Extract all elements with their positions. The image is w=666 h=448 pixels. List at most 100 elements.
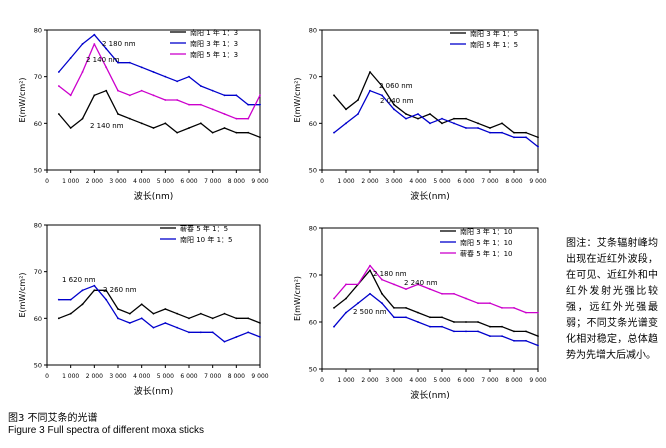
series-line: [58, 34, 260, 106]
legend-label: 南阳 3 年 1：5: [470, 29, 518, 38]
data-point: [81, 71, 84, 73]
x-tick-label: 9 000: [251, 178, 268, 185]
data-point: [453, 122, 455, 125]
y-tick-label: 70: [309, 73, 317, 81]
data-point: [140, 66, 143, 69]
data-point: [93, 284, 96, 287]
data-point: [525, 339, 527, 342]
data-point: [69, 127, 72, 129]
data-point: [537, 145, 539, 148]
series-line: [58, 90, 261, 138]
x-tick-label: 8 000: [505, 377, 522, 384]
data-point: [489, 335, 491, 337]
data-point: [333, 131, 335, 134]
data-point: [69, 94, 72, 97]
data-point: [405, 117, 407, 120]
y-axis-label: E(mW/cm²): [18, 77, 27, 122]
figure-caption-en: Figure 3 Full spectra of different moxa …: [8, 425, 205, 436]
x-tick-label: 4 000: [409, 377, 426, 384]
legend-label: 蕲春 5 年 1：10: [460, 249, 513, 258]
data-point: [369, 269, 371, 272]
data-point: [333, 325, 335, 328]
data-point: [453, 330, 455, 333]
data-point: [81, 43, 84, 45]
data-point: [333, 94, 335, 97]
data-point: [69, 312, 72, 315]
data-point: [501, 325, 503, 328]
data-point: [247, 317, 250, 320]
data-point: [501, 307, 503, 309]
data-point: [117, 308, 119, 310]
plot-frame: [321, 227, 539, 370]
data-point: [152, 312, 155, 315]
y-tick-label: 80: [309, 27, 317, 35]
x-tick-label: 9 000: [251, 373, 268, 380]
data-point: [140, 122, 143, 125]
data-point: [501, 335, 503, 337]
data-point: [501, 131, 503, 134]
data-point: [357, 99, 359, 101]
data-point: [477, 127, 479, 129]
data-point: [105, 89, 108, 92]
data-point: [525, 311, 527, 314]
x-tick-label: 2 000: [361, 178, 378, 185]
data-point: [164, 75, 167, 78]
data-point: [345, 108, 347, 111]
data-point: [465, 321, 467, 323]
data-point: [429, 316, 431, 319]
legend-label: 南阳 10 年 1：5: [180, 235, 233, 244]
data-point: [199, 122, 202, 125]
x-tick-label: 9 000: [529, 377, 546, 384]
data-point: [164, 308, 167, 310]
data-point: [81, 117, 84, 120]
data-point: [429, 288, 431, 290]
plot-frame: [46, 29, 261, 171]
plot-frame: [321, 29, 539, 171]
data-point: [164, 322, 167, 324]
x-tick-label: 0: [45, 178, 49, 185]
peak-annotation: 2 180 nm: [373, 270, 407, 278]
series-line: [58, 43, 261, 120]
data-point: [345, 122, 347, 125]
data-point: [211, 317, 214, 320]
x-tick-label: 5 000: [157, 178, 174, 185]
data-point: [57, 71, 60, 73]
data-point: [417, 283, 419, 286]
data-point: [429, 113, 431, 115]
data-point: [537, 344, 539, 347]
series-line: [58, 285, 261, 343]
x-tick-label: 2 000: [361, 377, 378, 384]
x-tick-label: 2 000: [86, 178, 103, 185]
peak-annotation: 2 240 nm: [404, 279, 438, 287]
y-tick-label: 50: [309, 167, 317, 175]
data-point: [93, 33, 96, 36]
data-point: [223, 94, 226, 97]
x-tick-label: 3 000: [385, 377, 402, 384]
data-point: [188, 317, 190, 320]
data-point: [489, 131, 491, 134]
peak-annotation: 2 140 nm: [90, 122, 124, 130]
data-point: [259, 103, 261, 106]
x-tick-label: 5 000: [157, 373, 174, 380]
data-point: [259, 136, 261, 139]
legend-label: 南阳 3 年 1：3: [190, 39, 238, 48]
peak-annotation: 2 180 nm: [102, 40, 136, 48]
data-point: [477, 321, 479, 323]
peak-annotation: 1 620 nm: [62, 276, 96, 284]
data-point: [405, 288, 407, 290]
series-line: [58, 289, 261, 324]
figure-note: 图注：艾条辐射峰均出现在近红外波段，在可见、近红外和中红外发射光强比较强，远红外…: [566, 238, 658, 361]
data-point: [345, 311, 347, 314]
data-point: [501, 122, 503, 125]
x-tick-label: 0: [320, 178, 324, 185]
peak-annotation: 2 040 nm: [380, 97, 414, 105]
data-point: [477, 302, 479, 305]
data-point: [333, 297, 335, 300]
x-tick-label: 6 000: [180, 373, 197, 380]
y-tick-label: 80: [34, 222, 42, 230]
x-tick-label: 3 000: [109, 178, 126, 185]
data-point: [235, 94, 238, 97]
series-line: [333, 90, 539, 148]
data-point: [441, 316, 443, 319]
legend-label: 南阳 5 年 1：10: [460, 238, 513, 247]
